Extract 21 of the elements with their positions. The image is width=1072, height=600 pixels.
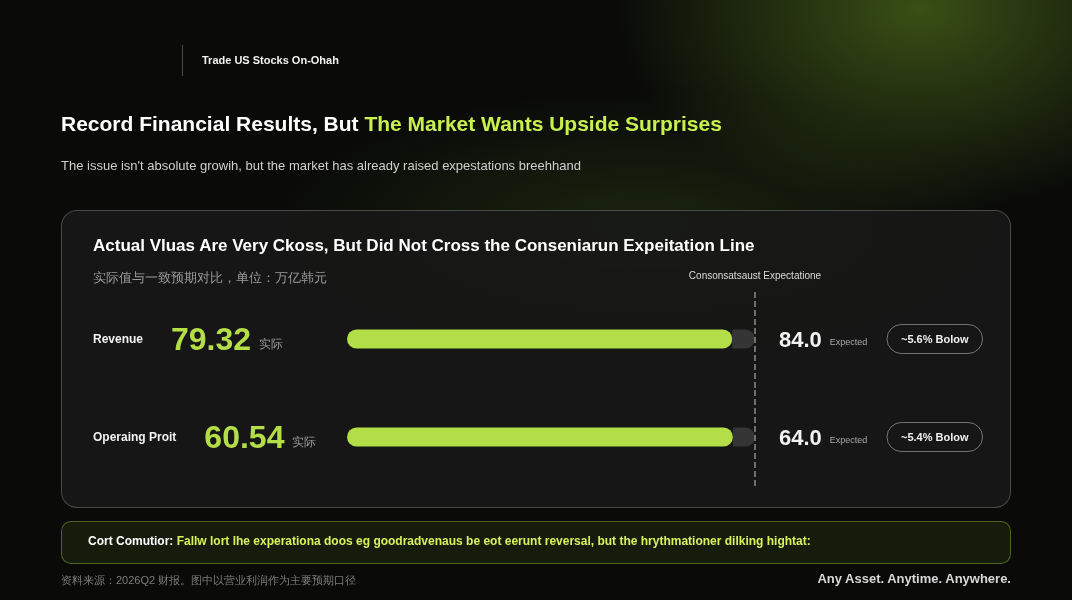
chart-title: Record Financial Results, But The Market Wants Upside Surprises xyxy=(61,112,722,135)
text: Actual Vluas Are Very Ckoss, But Did Not Cross the Conseniarun Expeitation Line xyxy=(93,236,755,256)
y-tick-label: Operaing Proit xyxy=(93,430,177,444)
text: 实际 xyxy=(292,435,317,449)
text: Trade US Stocks On-Ohah xyxy=(202,54,339,66)
text: Expected xyxy=(829,337,868,347)
text: ~5.6% Bolow xyxy=(901,333,969,345)
data-label: 60.54 xyxy=(204,419,285,455)
text: Cort Comutior: Fallw lort lhe experationa doos eg goodradvenaus be eot eerunt reversal, but the hrythmationer dilking hightat: xyxy=(88,534,811,548)
y-tick-label: Revenue xyxy=(93,332,144,346)
text: 实际 xyxy=(259,337,284,351)
text: Any Asset. Anytime. Anywhere. xyxy=(817,571,1011,586)
total-label: 84.0 xyxy=(779,326,822,352)
text: 资料来源：2026Q2 财报。图中以营业利润作为主要预期口径 xyxy=(61,573,357,588)
text: ~5.4% Bolow xyxy=(901,431,969,443)
text: Expected xyxy=(829,435,868,445)
ref-line-label: Consonsatsaust Expectatione xyxy=(688,269,822,281)
chart-subtitle: The issue isn't absolute growih, but the market has already raised expestations breehhand xyxy=(61,158,581,173)
total-label: 64.0 xyxy=(779,424,822,450)
data-label: 79.32 xyxy=(171,321,252,357)
text: 实际值与一致预期对比，单位：万亿韩元 xyxy=(93,269,327,287)
